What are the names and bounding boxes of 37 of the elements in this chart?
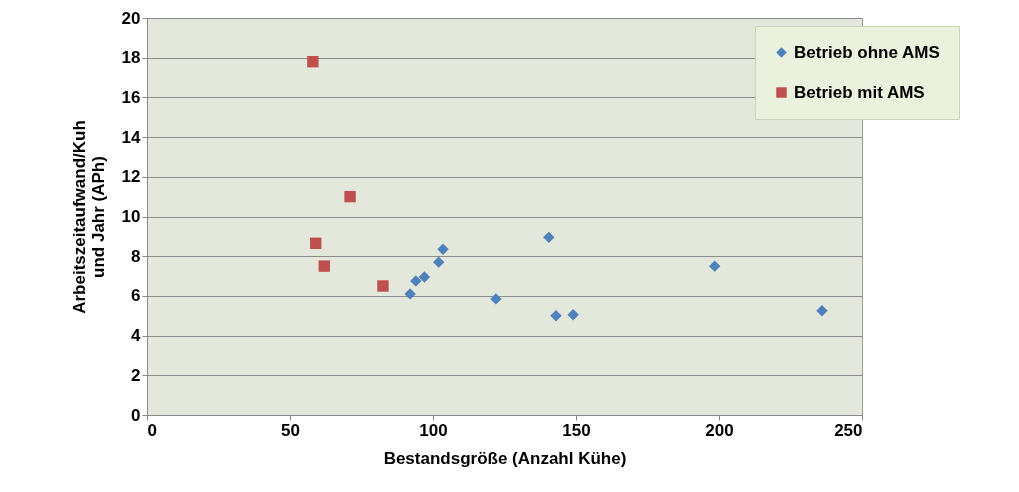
y-tick-label: 4 [131,326,142,346]
point [543,231,555,244]
point [344,190,356,203]
x-tick-label: 250 [834,420,863,440]
point [404,288,416,300]
point [433,256,445,268]
x-tick-label: 0 [147,420,157,440]
point [307,55,319,68]
y-tick-label: 8 [131,246,141,266]
point [310,237,322,249]
x-tick-label: 50 [281,420,300,440]
y-tick-label: 16 [121,87,141,107]
point [318,260,331,272]
y-tick-label: 14 [121,127,142,147]
y-tick-label: 12 [121,167,141,187]
y-tick-label: 20 [121,8,141,28]
point [490,293,502,305]
y-tick-label: 0 [131,405,141,425]
point [816,305,828,317]
point [418,271,431,283]
point [709,260,721,272]
point [567,309,579,321]
point [410,275,422,287]
x-tick-label: 150 [562,420,591,440]
y-tick-label: 10 [121,207,141,226]
y-tick-label: 18 [121,48,141,68]
y-axis-title: Arbeitszeitaufwand/Kuh und Jahr (APh) [69,120,108,314]
point [377,280,389,292]
legend-label: Betrieb mit AMS [794,82,925,102]
point [550,310,562,322]
point [437,243,449,255]
y-tick-label: 2 [131,365,141,385]
legend-label: Betrieb ohne AMS [794,42,940,62]
y-tick-label: 6 [131,286,141,306]
x-tick-label: 200 [705,420,734,440]
x-axis-title: Bestandsgröße (Anzahl Kühe) [383,448,627,468]
x-tick-label: 100 [419,420,448,440]
